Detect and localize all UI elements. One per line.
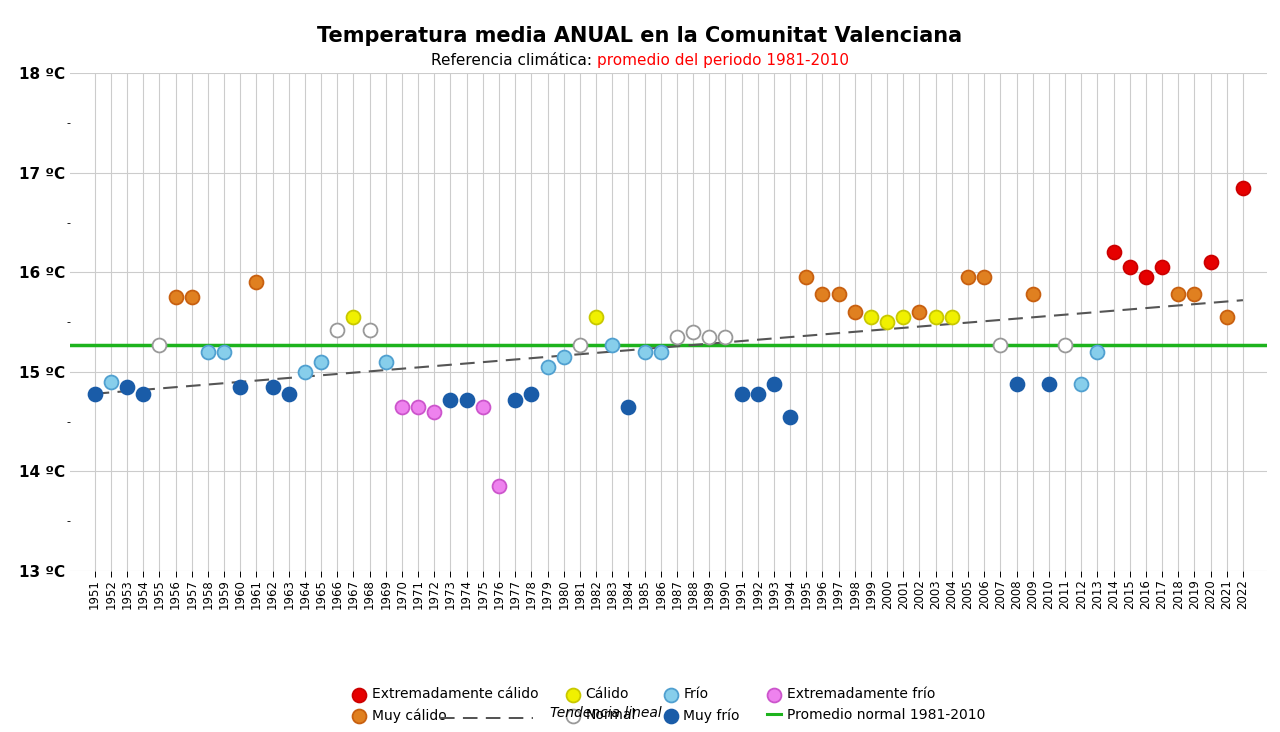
Point [716,331,736,343]
Point [489,480,509,492]
Point [311,356,332,367]
Point [602,339,622,351]
Point [699,331,719,343]
Point [521,388,541,400]
Text: Referencia climática: promedio del periodo 1981-2010: Referencia climática: promedio del perio… [431,53,849,69]
Point [764,378,785,389]
Point [925,311,946,323]
Point [1055,339,1075,351]
Point [279,388,300,400]
Point [182,291,202,303]
Point [893,311,914,323]
Point [748,388,768,400]
Point [586,311,607,323]
Point [667,331,687,343]
Point [796,272,817,283]
Point [504,394,525,406]
Point [148,339,169,351]
Point [813,288,833,300]
Point [553,351,573,363]
Point [1233,182,1253,193]
Point [1103,247,1124,258]
Point [957,272,978,283]
Point [877,316,897,328]
Point [165,291,186,303]
Point [84,388,105,400]
Point [860,311,881,323]
Point [197,346,218,358]
Point [1152,261,1172,273]
Point [230,381,251,392]
Point [343,311,364,323]
Point [974,272,995,283]
Point [1216,311,1236,323]
Point [392,401,412,413]
Point [1038,378,1059,389]
Point [731,388,751,400]
Point [457,394,477,406]
Point [1120,261,1140,273]
Point [326,324,347,336]
Text: Referencia climática:: Referencia climática: [431,53,596,67]
Point [408,401,429,413]
Point [1023,288,1043,300]
Point [472,401,493,413]
Point [909,306,929,318]
Point [991,339,1011,351]
Point [214,346,234,358]
Point [635,346,655,358]
Point [1184,288,1204,300]
Point [262,381,283,392]
Point [828,288,849,300]
Legend: Extremadamente cálido, Muy cálido, Cálido, Normal, Frío, Muy frío, Extremadament: Extremadamente cálido, Muy cálido, Cálid… [352,687,986,723]
Point [101,376,122,388]
Point [424,406,444,417]
Point [1071,378,1092,389]
Point [1006,378,1027,389]
Point [942,311,963,323]
Point [1135,272,1156,283]
Point [116,381,137,392]
Point [133,388,154,400]
Point [440,394,461,406]
Point [845,306,865,318]
Point [682,326,703,338]
Text: Temperatura media ANUAL en la Comunitat Valenciana: Temperatura media ANUAL en la Comunitat … [317,26,963,45]
Point [375,356,396,367]
Point [1169,288,1189,300]
Point [618,401,639,413]
Point [538,361,558,373]
Point [1201,256,1221,268]
Point [780,411,800,422]
Point [1087,346,1107,358]
Point [360,324,380,336]
Point [294,366,315,378]
Point [570,339,590,351]
Point [246,277,266,288]
Text: Tendencia lineal: Tendencia lineal [550,706,662,720]
Text: promedio del periodo 1981-2010: promedio del periodo 1981-2010 [596,53,849,67]
Point [650,346,671,358]
